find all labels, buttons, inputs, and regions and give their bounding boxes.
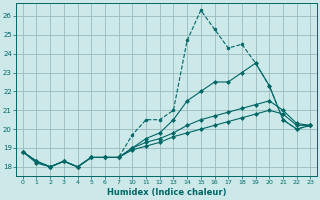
X-axis label: Humidex (Indice chaleur): Humidex (Indice chaleur) <box>107 188 226 197</box>
